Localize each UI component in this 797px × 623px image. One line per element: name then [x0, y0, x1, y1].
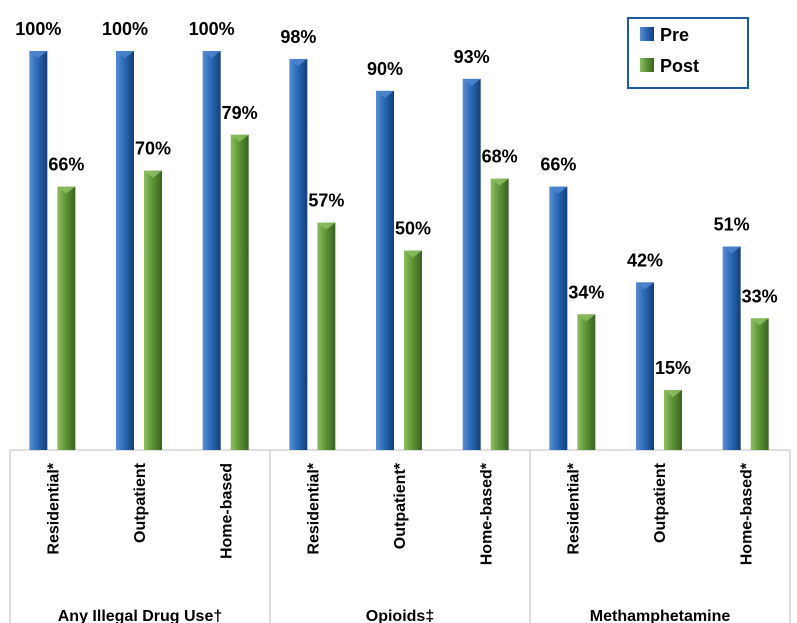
bar-post — [490, 178, 509, 450]
category-tick-label: Residential* — [305, 462, 322, 554]
data-label: 98% — [280, 27, 316, 47]
bar-pre — [722, 246, 741, 450]
data-label: 42% — [627, 250, 663, 270]
category-labels: Residential* Outpatient Home-based Resident… — [45, 462, 755, 565]
category-tick-label: Residential* — [565, 462, 582, 554]
bar-tip — [750, 318, 769, 326]
legend-label: Post — [660, 56, 699, 76]
bar-pre — [289, 58, 308, 450]
category-tick-label: Home-based* — [739, 462, 756, 565]
data-label: 93% — [454, 47, 490, 67]
bar-pre — [116, 51, 134, 450]
bar-pre — [549, 186, 568, 450]
bar-tip — [29, 51, 48, 58]
legend: Pre Post — [627, 17, 749, 89]
data-label: 57% — [308, 191, 344, 211]
bar-tip — [490, 178, 509, 186]
data-label: 70% — [135, 139, 171, 159]
category-tick-label: Outpatient* — [392, 462, 409, 549]
data-label: 50% — [395, 219, 431, 239]
bar-tip — [202, 51, 221, 58]
bar-post — [317, 222, 336, 450]
bar-tip — [549, 186, 568, 194]
data-label: 90% — [367, 59, 403, 79]
bar-tip — [404, 250, 422, 258]
category-tick-label: Home-based — [219, 463, 236, 559]
category-tick-label: Outpatient — [652, 462, 669, 543]
bar-tip — [577, 314, 596, 322]
data-label: 68% — [482, 147, 518, 167]
axis-frame — [9, 449, 791, 623]
bar-post — [144, 170, 162, 450]
data-label: 66% — [48, 155, 84, 175]
bar-pre — [29, 51, 48, 450]
bar-post — [750, 318, 769, 450]
bar-tip — [230, 134, 249, 142]
group-label: Opioids‡ — [366, 608, 434, 623]
legend-swatch-pre — [640, 27, 654, 41]
data-label: 79% — [222, 103, 258, 123]
bar-tip — [376, 90, 394, 98]
data-label: 66% — [540, 155, 576, 175]
group-label: Any Illegal Drug Use† — [58, 608, 223, 623]
bars — [29, 51, 769, 451]
data-label: 100% — [189, 19, 235, 39]
data-label: 34% — [568, 282, 604, 302]
data-label: 100% — [102, 19, 148, 39]
category-tick-label: Home-based* — [479, 462, 496, 565]
bar-tip — [636, 282, 654, 290]
data-label: 15% — [655, 358, 691, 378]
bar-post — [577, 314, 596, 450]
bar-tip — [462, 78, 481, 86]
bar-tip — [144, 170, 162, 178]
data-label: 51% — [714, 215, 750, 235]
legend-swatch-post — [640, 58, 654, 72]
bar-tip — [722, 246, 741, 254]
bar-post — [230, 134, 249, 451]
category-tick-label: Outpatient — [132, 462, 149, 543]
bar-tip — [289, 58, 308, 66]
data-label: 33% — [742, 286, 778, 306]
group-label: Methamphetamine — [590, 608, 731, 623]
bar-pre — [462, 78, 481, 451]
group-labels: Any Illegal Drug Use† Opioids‡ Methampheta… — [58, 608, 731, 623]
category-tick-label: Residential* — [45, 462, 62, 554]
bar-tip — [664, 390, 682, 398]
bar-pre — [636, 282, 654, 450]
data-label: 100% — [15, 19, 61, 39]
bar-tip — [317, 222, 336, 230]
bar-tip — [57, 186, 76, 194]
legend-label: Pre — [660, 25, 689, 45]
value-labels: 100% 100% 100% 98% 90% 93% 66% 42% 51% 66% 70% 79% 5… — [15, 19, 777, 378]
bar-post — [404, 250, 422, 450]
bar-tip — [116, 51, 134, 58]
bar-pre — [376, 90, 394, 451]
bar-post — [664, 390, 682, 450]
bar-pre — [202, 51, 221, 450]
bar-post — [57, 186, 76, 450]
